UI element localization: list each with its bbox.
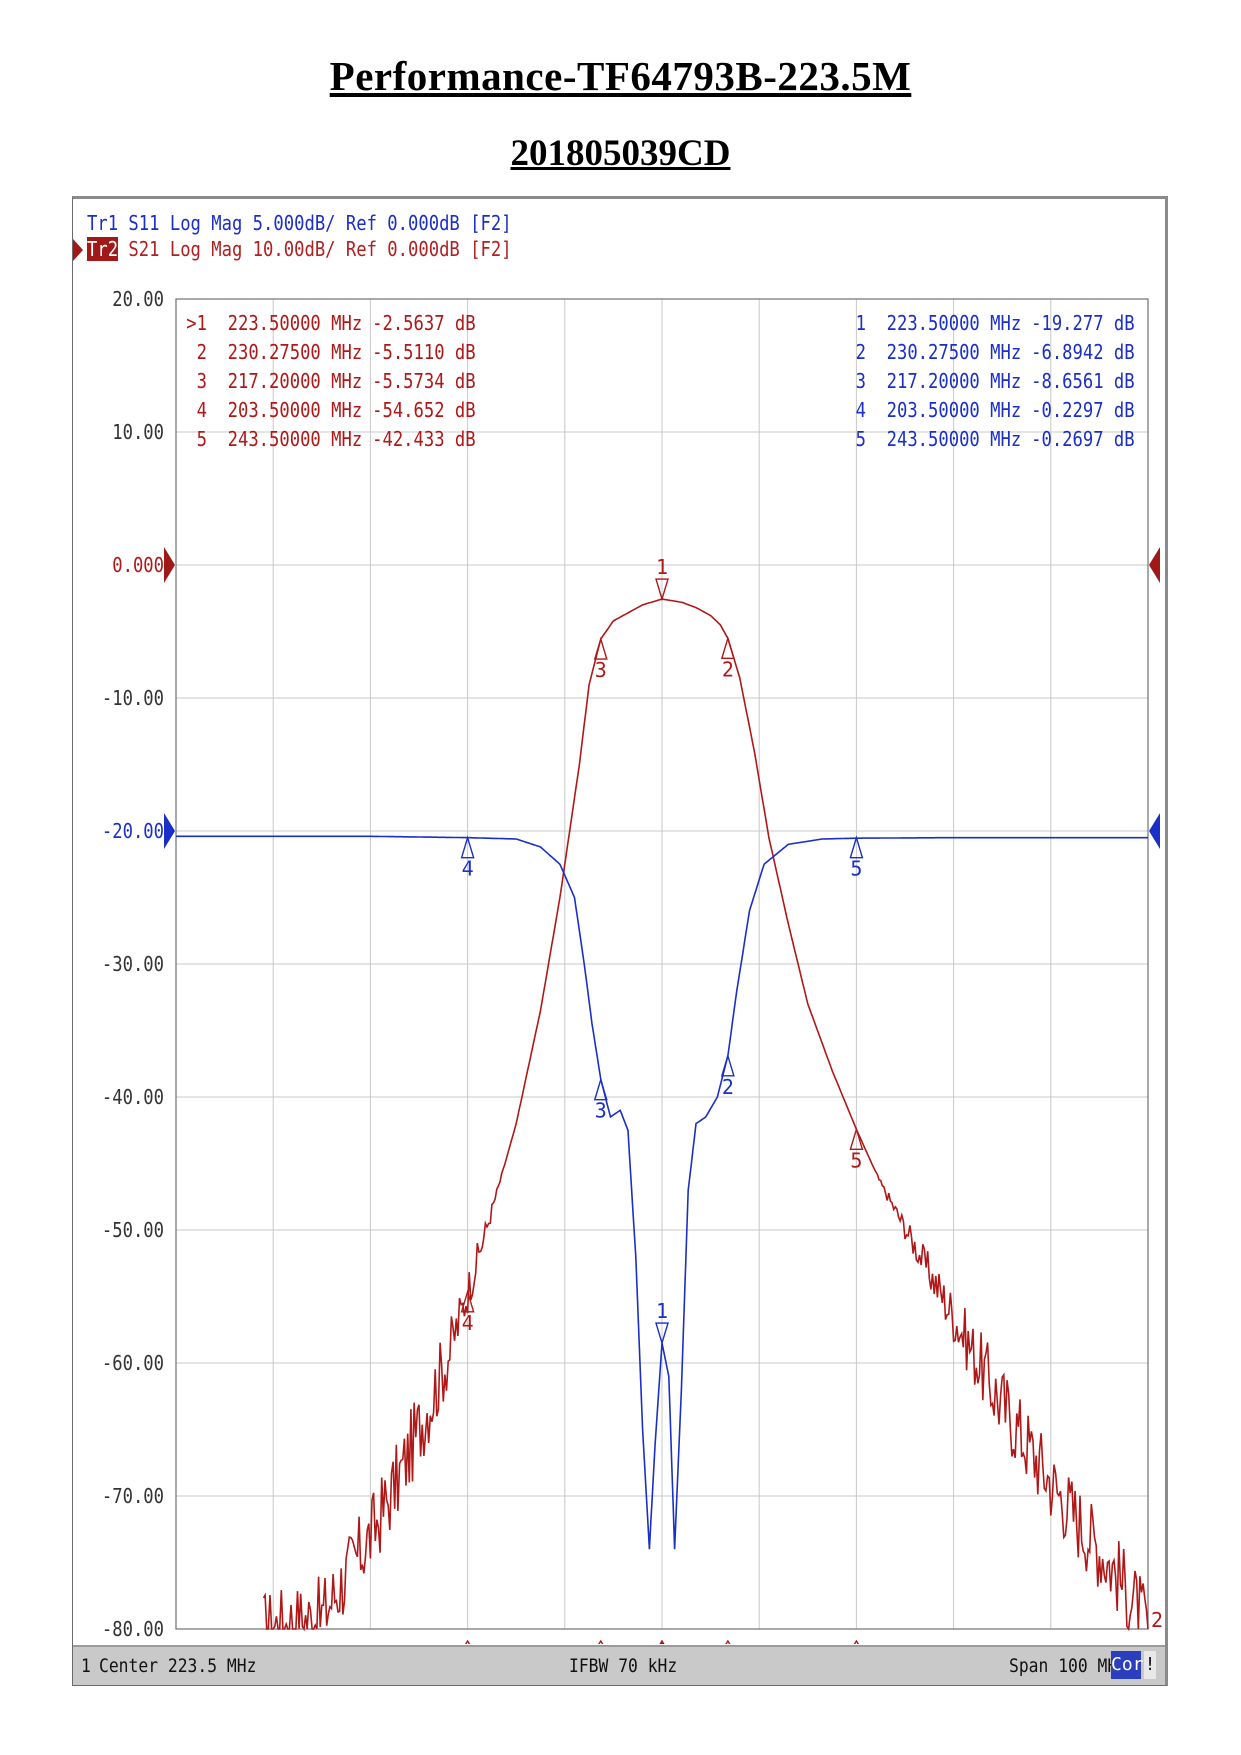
s11-marker-4-icon [460,835,475,859]
y-tick-label: -10.00 [102,688,164,711]
s21-marker-4-icon [460,1289,475,1313]
s21-marker-2-label: 2 [722,657,734,681]
marker-indicator-icon [853,1639,860,1644]
reference-level-left-icon [164,547,175,583]
s11-row-value: -19.277 dB [1031,313,1134,336]
s21-marker-5-label: 5 [850,1148,862,1172]
trace2-header[interactable]: Tr2 S21 Log Mag 10.00dB/ Ref 0.000dB [F2… [87,237,512,261]
s11-row-label: 3 [856,371,866,394]
s21-marker-1-label: 1 [656,555,668,579]
active-trace-arrow-icon [73,239,83,261]
channel-number[interactable]: 1 [81,1655,91,1677]
document-subtitle: 201805039CD [510,133,731,174]
s21-row-label: >1 [186,313,207,336]
s21-row-label: 2 [197,342,207,365]
s21-marker-row: 3 217.20000 MHz -5.5734 dB [197,371,476,394]
s21-row-frequency: 223.50000 MHz [228,313,363,336]
s21-row-value: -42.433 dB [372,429,475,452]
s21-row-label: 5 [197,429,207,452]
s11-row-frequency: 243.50000 MHz [887,429,1022,452]
s11-marker-2-label: 2 [722,1075,734,1099]
s11-marker-5-label: 5 [850,857,862,881]
s11-row-value: -6.8942 dB [1031,342,1134,365]
s11-marker-1-label: 1 [656,1299,668,1323]
correction-indicator[interactable]: Cor [1111,1651,1144,1679]
s11-marker-3-label: 3 [595,1099,607,1123]
document-title: Performance-TF64793B-223.5M [329,53,912,99]
s11-row-label: 5 [856,429,866,452]
s11-row-frequency: 203.50000 MHz [887,400,1022,423]
s21-marker-3-icon [593,636,608,660]
s21-marker-5-icon [849,1126,864,1151]
s11-row-label: 1 [856,313,866,336]
y-tick-label: -40.00 [102,1087,164,1110]
s21-row-value: -5.5734 dB [372,371,475,394]
s21-marker-row: >1 223.50000 MHz -2.5637 dB [186,313,475,336]
s21-marker-3-label: 3 [595,658,607,682]
s21-row-label: 4 [197,400,207,423]
active-marker-indicator-icon [659,1639,665,1644]
y-tick-label: -50.00 [102,1220,164,1243]
s11-row-frequency: 217.20000 MHz [887,371,1022,394]
reference-level-left-icon [164,813,175,849]
s11-marker-row: 5 243.50000 MHz -0.2697 dB [856,429,1135,452]
span-setting[interactable]: Span 100 MHz [1009,1655,1128,1677]
s21-row-value: -2.5637 dB [372,313,475,336]
reference-level-right-icon [1149,813,1160,849]
y-tick-label: 0.000 [112,555,164,578]
s11-marker-1-icon [655,1322,669,1346]
s11-row-label: 4 [856,400,866,423]
y-tick-label: -20.00 [102,821,164,844]
s21-row-value: -5.5110 dB [372,342,475,365]
s21-marker-2-icon [720,635,735,659]
s11-marker-row: 4 203.50000 MHz -0.2297 dB [856,400,1135,423]
s21-row-label: 3 [197,371,207,394]
y-tick-label: -30.00 [102,954,164,977]
s11-marker-2-icon [720,1053,735,1077]
s11-marker-row: 1 223.50000 MHz -19.277 dB [856,313,1135,336]
s21-marker-4-label: 4 [462,1311,474,1335]
y-tick-label: 10.00 [112,422,164,445]
trace-s21 [262,598,1149,1632]
trace1-header[interactable]: Tr1 S11 Log Mag 5.000dB/ Ref 0.000dB [F2… [87,211,512,235]
s21-marker-row: 4 203.50000 MHz -54.652 dB [197,400,476,423]
marker-indicator-icon [598,1639,604,1644]
s21-marker-row: 2 230.27500 MHz -5.5110 dB [197,342,476,365]
s21-row-frequency: 243.50000 MHz [228,429,363,452]
s21-row-value: -54.652 dB [372,400,475,423]
marker-indicator-icon [725,1639,731,1644]
s11-marker-5-icon [849,835,864,859]
center-frequency[interactable]: Center 223.5 MHz [99,1655,257,1677]
s11-marker-row: 3 217.20000 MHz -8.6561 dB [856,371,1135,394]
y-tick-label: -70.00 [102,1486,164,1509]
warning-indicator[interactable]: ! [1144,1651,1156,1679]
s11-row-frequency: 230.27500 MHz [887,342,1022,365]
s21-row-frequency: 230.27500 MHz [228,342,363,365]
status-bar: 1 Center 223.5 MHz IFBW 70 kHz Span 100 … [73,1645,1165,1685]
reference-level-right-icon [1149,547,1160,583]
s21-row-frequency: 203.50000 MHz [228,400,363,423]
ifbw-setting[interactable]: IFBW 70 kHz [569,1655,678,1677]
s21-marker-1-icon [655,578,669,602]
trace2-label: S21 Log Mag 10.00dB/ Ref 0.000dB [F2] [118,237,512,261]
y-tick-label: 20.00 [112,289,164,312]
s11-row-value: -0.2297 dB [1031,400,1134,423]
marker-indicator-icon [464,1639,471,1644]
s21-marker-row: 5 243.50000 MHz -42.433 dB [197,429,476,452]
s11-row-value: -0.2697 dB [1031,429,1134,452]
s11-row-label: 2 [856,342,866,365]
s11-marker-4-label: 4 [462,857,474,881]
s11-marker-3-icon [593,1077,608,1101]
s11-row-frequency: 223.50000 MHz [887,313,1022,336]
trace2-tag: Tr2 [87,237,119,261]
analyzer-screen: Tr1 S11 Log Mag 5.000dB/ Ref 0.000dB [F2… [72,196,1168,1686]
y-tick-label: -60.00 [102,1353,164,1376]
s11-row-value: -8.6561 dB [1031,371,1134,394]
trace-end-label: 2 [1151,1608,1163,1632]
y-tick-label: -80.00 [102,1619,164,1642]
s11-marker-row: 2 230.27500 MHz -6.8942 dB [856,342,1135,365]
s21-row-frequency: 217.20000 MHz [228,371,363,394]
measurement-chart: 20.00 10.00 0.000 -10.00 -20.00 -30.00 -40.00 -… [102,289,1163,1644]
plot-border [175,298,1149,1630]
